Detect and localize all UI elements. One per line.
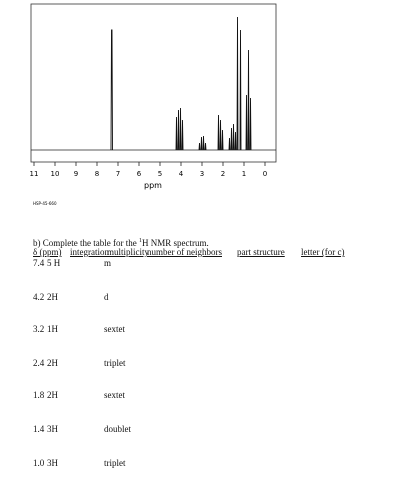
table-cell: 3H	[47, 458, 58, 468]
table-cell: sextet	[104, 324, 125, 334]
question: b) Complete the table for the 1H NMR spe…	[33, 238, 209, 248]
x-tick-label: 10	[51, 170, 60, 178]
x-tick-label: 4	[179, 170, 184, 178]
table-cell: 2.4	[33, 358, 45, 368]
table-cell: 3.2	[33, 324, 45, 334]
table-cell: m	[104, 258, 112, 268]
table-cell: d	[104, 292, 109, 302]
column-header: δ (ppm)	[33, 247, 62, 257]
table-cell: 5 H	[47, 258, 61, 268]
x-axis-label: ppm	[144, 181, 162, 190]
x-tick-label: 8	[95, 170, 99, 178]
superscript: 1	[138, 238, 142, 244]
table-cell: 2H	[47, 358, 58, 368]
table-cell: 2H	[47, 292, 58, 302]
table-cell: sextet	[104, 390, 125, 400]
x-tick-label: 1	[242, 170, 246, 178]
x-tick-label: 6	[137, 170, 142, 178]
table-cell: doublet	[104, 424, 131, 434]
table-cell: 1.0	[33, 458, 45, 468]
table-cell: 1H	[47, 324, 58, 334]
x-tick-label: 5	[158, 170, 162, 178]
table-cell: triplet	[104, 358, 126, 368]
x-tick-label: 11	[30, 170, 39, 178]
table-cell: 4.2	[33, 292, 45, 302]
column-header: number of neighbors	[147, 247, 222, 257]
x-tick-label: 3	[200, 170, 204, 178]
table-cell: 7.4	[33, 258, 45, 268]
x-tick-label: 0	[263, 170, 267, 178]
table-cell: 2H	[47, 390, 58, 400]
column-header: letter (for c)	[301, 247, 345, 257]
peaks	[110, 16, 252, 151]
question-text: b) Complete the table for the	[33, 238, 139, 248]
spectrum-frame	[30, 3, 277, 163]
x-tick-label: 9	[74, 170, 78, 178]
table-cell: triplet	[104, 458, 126, 468]
x-tick-label: 7	[116, 170, 120, 178]
x-tick-label: 2	[221, 170, 225, 178]
table-cell: 1.8	[33, 390, 45, 400]
table-cell: 3H	[47, 424, 58, 434]
spectrum-code: HSP-45-660	[33, 201, 57, 206]
column-header: multiplicity	[107, 247, 149, 257]
question-text: H NMR spectrum.	[141, 238, 209, 248]
column-header: part structure	[237, 247, 285, 257]
table-cell: 1.4	[33, 424, 45, 434]
column-header: integration	[70, 247, 109, 257]
